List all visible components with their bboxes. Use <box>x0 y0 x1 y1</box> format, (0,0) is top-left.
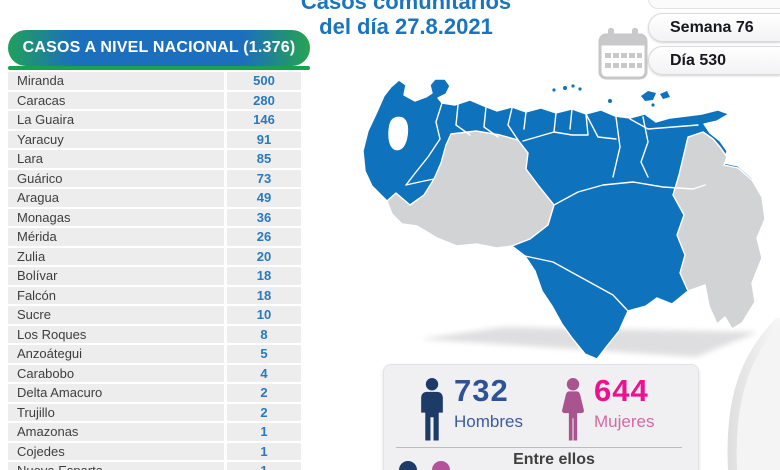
state-value: 26 <box>227 228 301 246</box>
page-title: Casos comunitarios del día 27.8.2021 <box>278 0 534 39</box>
page-title-line1: Casos comunitarios <box>300 0 512 14</box>
state-name: Anzoátegui <box>8 345 224 363</box>
female-mini-icon <box>432 461 450 470</box>
state-value: 20 <box>227 247 301 265</box>
map-gray-central <box>386 130 555 249</box>
state-value: 18 <box>227 267 301 285</box>
sex-breakdown-panel: 732 Hombres 644 Mujeres Entre ellos <box>383 364 699 470</box>
state-name: Falcón <box>8 286 224 304</box>
table-row: Amazonas 1 <box>8 423 310 441</box>
state-borders <box>405 102 706 312</box>
state-name: Nueva Esparta <box>8 462 224 470</box>
state-name: Miranda <box>8 72 224 90</box>
table-row: Aragua 49 <box>8 189 310 207</box>
table-row: Monagas 36 <box>8 208 310 226</box>
table-row: Los Roques 8 <box>8 325 310 343</box>
state-name: Los Roques <box>8 325 224 343</box>
table-row: Miranda 500 <box>8 72 310 90</box>
table-row: Cojedes 1 <box>8 442 310 460</box>
state-value: 500 <box>227 72 301 90</box>
state-value: 36 <box>227 208 301 226</box>
state-name: Sucre <box>8 306 224 324</box>
islands <box>552 84 670 107</box>
cases-table-rows: Miranda 500 Caracas 280 La Guaira 146 Ya… <box>8 72 310 470</box>
semana-badge: Semana 76 <box>648 13 780 42</box>
table-row: La Guaira 146 <box>8 111 310 129</box>
hombres-count: 732 <box>454 373 509 408</box>
state-value: 1 <box>227 462 301 470</box>
page-title-line2: del día 27.8.2021 <box>319 14 493 39</box>
page-curl-decoration <box>727 318 780 470</box>
state-value: 4 <box>227 364 301 382</box>
mujeres-count: 644 <box>594 373 649 408</box>
state-value: 146 <box>227 111 301 129</box>
state-name: Zulia <box>8 247 224 265</box>
cropped-top-badge <box>648 0 780 9</box>
state-name: Aragua <box>8 189 224 207</box>
table-row: Bolívar 18 <box>8 267 310 285</box>
state-value: 91 <box>227 130 301 148</box>
state-name: Amazonas <box>8 423 224 441</box>
state-value: 18 <box>227 286 301 304</box>
state-value: 10 <box>227 306 301 324</box>
table-row: Falcón 18 <box>8 286 310 304</box>
state-name: Bolívar <box>8 267 224 285</box>
calendar-icon <box>598 28 648 80</box>
cases-table-title: CASOS A NIVEL NACIONAL (1.376) <box>22 39 296 56</box>
table-row: Mérida 26 <box>8 228 310 246</box>
state-name: Delta Amacuro <box>8 384 224 402</box>
table-row: Trujillo 2 <box>8 403 310 421</box>
table-row: Yaracuy 91 <box>8 130 310 148</box>
entre-ellos-label: Entre ellos <box>513 451 595 468</box>
state-value: 73 <box>227 169 301 187</box>
state-name: La Guaira <box>8 111 224 129</box>
state-name: Lara <box>8 150 224 168</box>
table-row: Zulia 20 <box>8 247 310 265</box>
state-name: Carabobo <box>8 364 224 382</box>
state-name: Yaracuy <box>8 130 224 148</box>
state-name: Guárico <box>8 169 224 187</box>
mujeres-label: Mujeres <box>594 412 655 431</box>
female-person-icon <box>562 378 584 441</box>
table-row: Lara 85 <box>8 150 310 168</box>
state-name: Monagas <box>8 208 224 226</box>
table-header-accent-bar <box>8 66 310 70</box>
dia-badge: Día 530 <box>648 46 780 75</box>
state-value: 85 <box>227 150 301 168</box>
hombres-label: Hombres <box>454 412 523 431</box>
state-name: Trujillo <box>8 403 224 421</box>
table-row: Guárico 73 <box>8 169 310 187</box>
table-row: Caracas 280 <box>8 91 310 109</box>
table-row: Sucre 10 <box>8 306 310 324</box>
map-gray-east <box>672 131 766 330</box>
state-name: Caracas <box>8 91 224 109</box>
state-value: 8 <box>227 325 301 343</box>
state-value: 1 <box>227 423 301 441</box>
venezuela-choropleth-map <box>362 78 766 360</box>
panel-divider <box>396 447 682 448</box>
cases-table-header: CASOS A NIVEL NACIONAL (1.376) <box>8 30 310 66</box>
male-person-icon <box>421 378 443 441</box>
semana-badge-label: Semana 76 <box>670 18 754 36</box>
state-value: 2 <box>227 403 301 421</box>
state-name: Mérida <box>8 228 224 246</box>
table-row: Anzoátegui 5 <box>8 345 310 363</box>
state-value: 1 <box>227 442 301 460</box>
lake-maracaibo <box>388 116 409 151</box>
male-mini-icon <box>399 461 417 470</box>
state-value: 2 <box>227 384 301 402</box>
table-row: Carabobo 4 <box>8 364 310 382</box>
table-row: Nueva Esparta 1 <box>8 462 310 470</box>
state-value: 49 <box>227 189 301 207</box>
state-value: 280 <box>227 91 301 109</box>
state-value: 5 <box>227 345 301 363</box>
table-row: Delta Amacuro 2 <box>8 384 310 402</box>
dia-badge-label: Día 530 <box>670 51 727 69</box>
state-name: Cojedes <box>8 442 224 460</box>
